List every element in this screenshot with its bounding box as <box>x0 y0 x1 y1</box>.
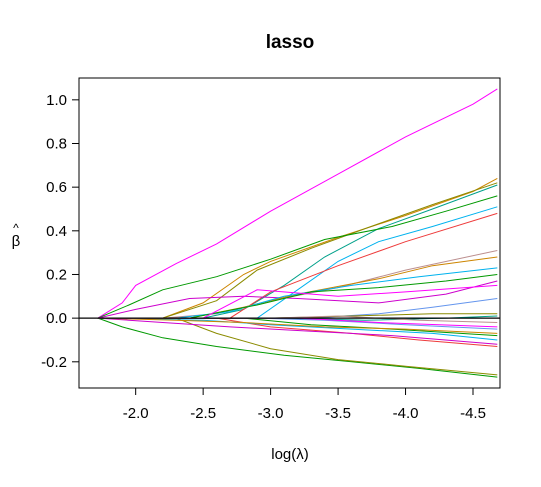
x-tick-label: -2.5 <box>190 405 216 422</box>
coefficient-path-2 <box>97 177 498 319</box>
y-tick-label: 0.2 <box>46 266 67 283</box>
coefficient-path-8 <box>97 280 498 319</box>
coefficient-path-19 <box>97 317 498 341</box>
x-tick-label: -3.5 <box>325 405 351 422</box>
coefficient-path-21 <box>97 317 498 334</box>
y-tick-label: 0.6 <box>46 179 67 196</box>
x-tick-label: -3.0 <box>258 405 284 422</box>
coefficient-path-5 <box>97 195 498 319</box>
coefficient-path-10 <box>97 256 498 319</box>
coefficient-path-3 <box>97 182 498 319</box>
x-axis: -2.0 -2.5 -3.0 -3.5 -4.0 -4.5 <box>123 388 486 422</box>
coefficient-path-7 <box>97 212 498 319</box>
coefficient-path-1 <box>97 88 498 319</box>
y-axis-label: β <box>12 233 21 250</box>
coefficient-path-14 <box>97 298 498 319</box>
y-tick-label: -0.2 <box>41 354 67 371</box>
y-tick-label: 0.8 <box>46 135 67 152</box>
coefficient-path-4 <box>97 184 498 319</box>
coefficient-path-6 <box>97 206 498 319</box>
x-tick-label: -2.0 <box>123 405 149 422</box>
x-tick-label: -4.5 <box>460 405 486 422</box>
coefficient-path-18 <box>97 317 498 345</box>
y-axis: 1.0 0.8 0.6 0.4 0.2 0.0 -0.2 <box>41 92 79 371</box>
y-axis-label-hat: ^ <box>13 221 19 235</box>
chart-title: lasso <box>266 32 315 53</box>
y-tick-label: 0.0 <box>46 310 67 327</box>
x-tick-label: -4.0 <box>393 405 419 422</box>
y-tick-label: 1.0 <box>46 92 67 109</box>
y-tick-label: 0.4 <box>46 223 67 240</box>
plot-frame <box>78 77 501 389</box>
coefficient-path-15 <box>97 317 498 378</box>
series-layer <box>97 88 498 378</box>
coefficient-path-9 <box>97 250 498 319</box>
x-axis-label: log(λ) <box>271 446 309 463</box>
